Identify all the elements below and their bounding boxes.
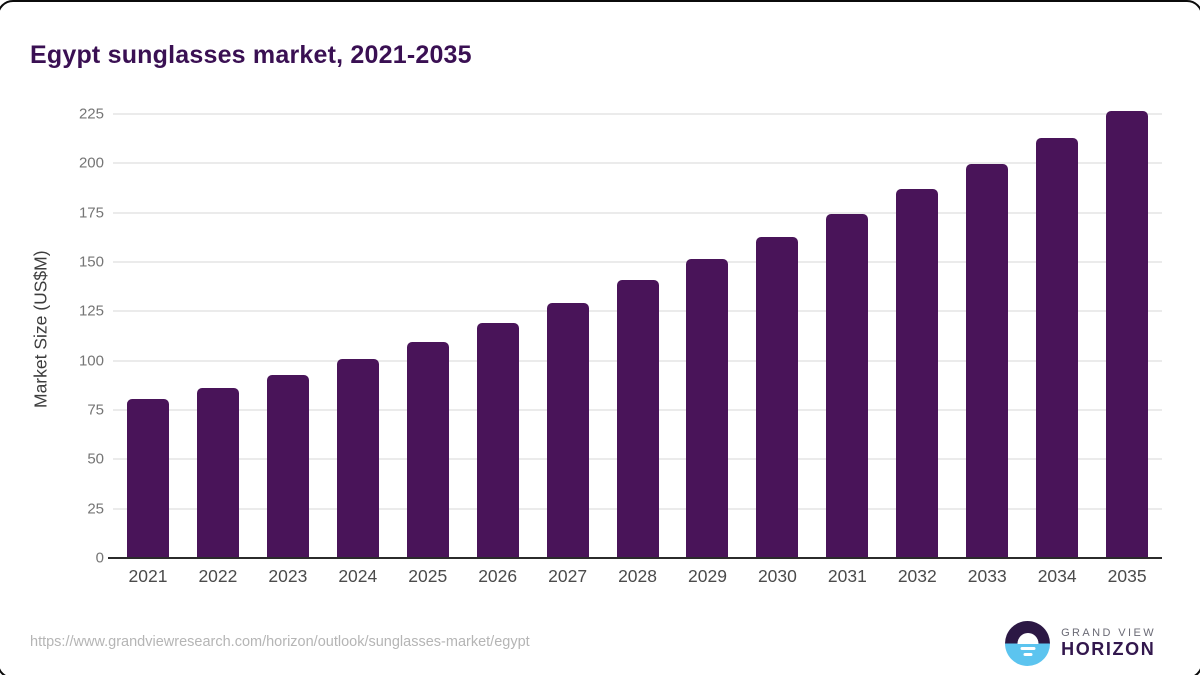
x-tick-label: 2034 — [1037, 566, 1077, 586]
bar-slot — [183, 100, 253, 558]
bar-2034 — [1036, 138, 1079, 558]
bar-slot — [1092, 100, 1162, 558]
bar-2029 — [686, 259, 729, 558]
logo-text-grand-view: GRAND VIEW — [1061, 626, 1156, 639]
x-tick-label: 2033 — [967, 566, 1007, 586]
bar-slot — [113, 100, 183, 558]
bar-slot — [673, 100, 743, 558]
gridline — [113, 112, 1162, 115]
chart-title: Egypt sunglasses market, 2021-2035 — [30, 40, 472, 69]
bar-2033 — [966, 163, 1009, 558]
y-axis-ticks: 0 25 50 75 100 125 150 175 200 225 — [0, 100, 104, 566]
x-tick-label: 2023 — [268, 566, 308, 586]
bar-slot — [463, 100, 533, 558]
bar-2027 — [546, 303, 589, 558]
y-tick-label: 25 — [87, 500, 104, 518]
bar-slot — [253, 100, 323, 558]
x-tick-label: 2028 — [618, 566, 657, 586]
horizon-sun-icon — [1005, 621, 1051, 666]
x-tick-label: 2026 — [478, 566, 518, 586]
y-tick-label: 75 — [87, 401, 104, 419]
gridline — [113, 211, 1162, 214]
logo-text-horizon: HORIZON — [1061, 639, 1156, 660]
bar-2026 — [476, 323, 519, 558]
bar-slot — [882, 100, 952, 558]
grand-view-horizon-logo: GRAND VIEW HORIZON — [1005, 621, 1156, 666]
bar-2023 — [266, 375, 309, 558]
x-tick-label: 2035 — [1107, 566, 1147, 586]
bar-slot — [812, 100, 882, 558]
bar-2028 — [616, 280, 659, 558]
x-axis-labels: 2021 2022 2023 2024 2025 2026 2027 2028 2029 2030… — [113, 566, 1162, 587]
x-tick-label: 2031 — [827, 566, 867, 586]
bar-series — [113, 100, 1162, 558]
bar-2021 — [126, 398, 169, 558]
x-tick-label: 2021 — [128, 566, 168, 586]
bar-2024 — [336, 359, 379, 558]
y-tick-label: 0 — [95, 549, 104, 567]
y-tick-label: 100 — [78, 352, 104, 370]
gridline — [113, 260, 1162, 263]
bar-slot — [603, 100, 673, 558]
bar-slot — [952, 100, 1022, 558]
x-tick-label: 2024 — [338, 566, 378, 586]
y-tick-label: 125 — [78, 302, 104, 320]
plot-area — [108, 100, 1162, 559]
x-tick-label: 2032 — [897, 566, 937, 586]
bar-slot — [393, 100, 463, 558]
y-tick-label: 200 — [78, 154, 104, 172]
y-tick-label: 175 — [78, 204, 104, 222]
y-tick-label: 50 — [87, 450, 104, 468]
x-tick-label: 2030 — [757, 566, 797, 586]
x-tick-label: 2029 — [688, 566, 727, 586]
x-tick-label: 2022 — [198, 566, 238, 586]
bar-2025 — [406, 342, 449, 558]
bar-2032 — [896, 189, 939, 558]
y-tick-label: 150 — [78, 253, 104, 271]
x-tick-label: 2027 — [548, 566, 588, 586]
bar-2022 — [196, 387, 239, 558]
bar-2030 — [756, 237, 799, 558]
x-tick-label: 2025 — [408, 566, 448, 586]
gridline — [113, 162, 1162, 165]
bar-slot — [533, 100, 603, 558]
y-tick-label: 225 — [78, 105, 104, 123]
bar-2035 — [1106, 110, 1149, 558]
source-url: https://www.grandviewresearch.com/horizo… — [30, 634, 530, 650]
bar-slot — [742, 100, 812, 558]
bar-slot — [1022, 100, 1092, 558]
bar-slot — [323, 100, 393, 558]
bar-2031 — [826, 214, 869, 558]
x-axis-line — [108, 557, 1162, 559]
